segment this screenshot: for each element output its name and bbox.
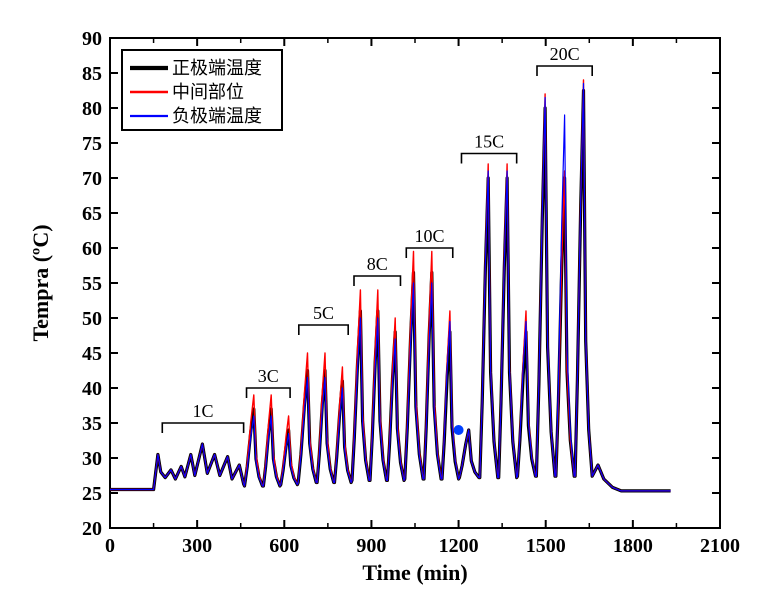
y-axis-label: Tempra (ºC) — [28, 224, 53, 341]
svg-text:70: 70 — [82, 168, 102, 190]
svg-text:20: 20 — [82, 518, 102, 540]
svg-text:15C: 15C — [474, 132, 504, 152]
svg-text:35: 35 — [82, 413, 102, 435]
svg-text:40: 40 — [82, 378, 102, 400]
chart-background — [0, 0, 777, 601]
svg-text:2100: 2100 — [700, 535, 740, 557]
svg-text:55: 55 — [82, 273, 102, 295]
svg-text:900: 900 — [356, 535, 386, 557]
svg-text:50: 50 — [82, 308, 102, 330]
temperature-line-chart: 0 300 600 900 1200 1500 1800 2100 20 25 30 35 40 45 5… — [0, 0, 777, 601]
svg-text:600: 600 — [269, 535, 299, 557]
data-marker — [454, 425, 464, 435]
svg-text:负极端温度: 负极端温度 — [172, 106, 262, 126]
svg-text:0: 0 — [105, 535, 115, 557]
svg-text:30: 30 — [82, 448, 102, 470]
svg-text:90: 90 — [82, 28, 102, 50]
svg-text:正极端温度: 正极端温度 — [172, 58, 262, 78]
svg-text:1500: 1500 — [526, 535, 566, 557]
svg-text:80: 80 — [82, 98, 102, 120]
svg-text:20C: 20C — [550, 44, 580, 64]
legend: 正极端温度中间部位负极端温度 — [122, 50, 282, 130]
svg-text:75: 75 — [82, 133, 102, 155]
svg-text:8C: 8C — [367, 254, 388, 274]
svg-text:中间部位: 中间部位 — [172, 82, 244, 102]
svg-text:65: 65 — [82, 203, 102, 225]
svg-text:300: 300 — [182, 535, 212, 557]
svg-text:3C: 3C — [258, 366, 279, 386]
x-axis-label: Time (min) — [362, 560, 467, 585]
svg-text:1800: 1800 — [613, 535, 653, 557]
svg-text:85: 85 — [82, 63, 102, 85]
svg-text:1200: 1200 — [439, 535, 479, 557]
svg-text:1C: 1C — [192, 401, 213, 421]
svg-text:5C: 5C — [313, 303, 334, 323]
svg-text:10C: 10C — [415, 226, 445, 246]
svg-text:60: 60 — [82, 238, 102, 260]
svg-text:45: 45 — [82, 343, 102, 365]
svg-text:25: 25 — [82, 483, 102, 505]
